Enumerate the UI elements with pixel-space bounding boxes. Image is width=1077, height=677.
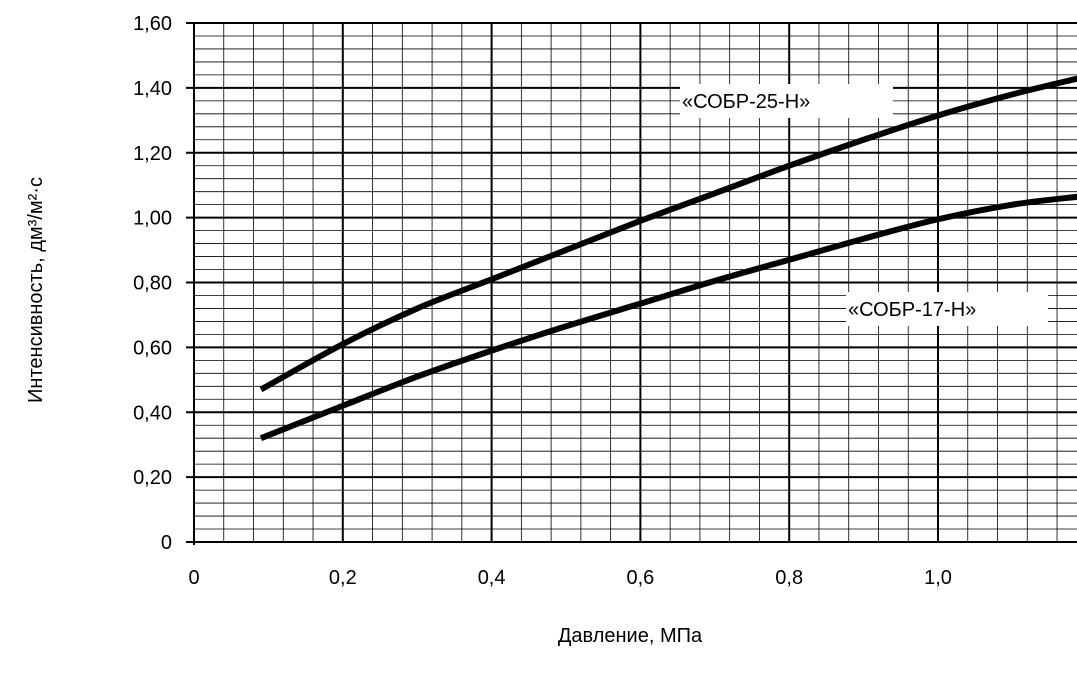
y-tick-label: 0,80 [133, 273, 172, 295]
y-tick-label: 0 [161, 532, 172, 554]
y-tick-label: 1,40 [133, 78, 172, 100]
x-tick-label: 0,4 [478, 567, 506, 589]
x-tick-label: 0,6 [626, 567, 654, 589]
series-lines [259, 75, 1077, 441]
series-line [259, 193, 1077, 441]
series-label: «СОБР-25-Н» [682, 91, 810, 113]
x-tick-label: 0,2 [329, 567, 357, 589]
x-tick-label: 1,0 [924, 567, 952, 589]
x-tick-label: 0,8 [775, 567, 803, 589]
y-axis-title: Интенсивность, дм³/м²·с [25, 177, 47, 403]
series-label-box [680, 84, 893, 118]
series-label-box [846, 292, 1048, 326]
series-line [259, 75, 1077, 393]
y-tick-label: 0,20 [133, 467, 172, 489]
x-tick-label: 0 [188, 567, 199, 589]
y-tick-label: 1,60 [133, 13, 172, 35]
y-tick-label: 1,20 [133, 143, 172, 165]
y-tick-label: 0,40 [133, 402, 172, 424]
series-label: «СОБР-17-Н» [848, 299, 976, 321]
y-tick-label: 1,00 [133, 208, 172, 230]
y-tick-label: 0,60 [133, 337, 172, 359]
x-axis-title: Давление, МПа [558, 625, 703, 647]
axes [186, 23, 1077, 545]
tick-labels: 0 0,2 0,4 0,6 0,8 1,000,200,400,600,801,001,2… [133, 13, 952, 589]
series-labels: «СОБР-25-Н» «СОБР-17-Н» [680, 84, 1048, 326]
